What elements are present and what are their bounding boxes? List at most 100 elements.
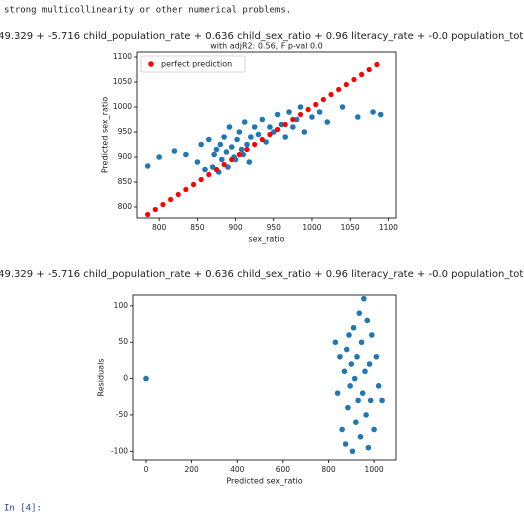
scatter-point [246, 159, 253, 165]
scatter-point [358, 339, 365, 346]
scatter-point [226, 124, 233, 130]
x-tick-label: 400 [230, 465, 245, 474]
scatter-point [363, 412, 369, 418]
scatter-point [328, 91, 334, 98]
x-axis-label: Predicted sex_ratio [226, 477, 302, 486]
scatter-point [286, 109, 292, 115]
x-tick-label: 0 [144, 465, 149, 474]
scatter-point [168, 196, 174, 203]
y-tick-label: 800 [118, 202, 133, 211]
scatter-point [305, 106, 311, 113]
scatter-point [373, 353, 380, 360]
x-tick-label: 1000 [302, 223, 321, 232]
scatter-point [324, 119, 331, 125]
scatter-point [346, 332, 352, 338]
scatter-point [365, 444, 372, 451]
scatter-point [267, 131, 273, 138]
x-tick-label: 1000 [365, 465, 384, 474]
scatter-point [361, 295, 367, 302]
scatter-point [175, 191, 181, 198]
scatter-point [248, 134, 254, 140]
scatter-point [240, 151, 246, 158]
scatter-point [374, 61, 380, 68]
scatter-point [362, 368, 368, 375]
y-tick-label: 50 [118, 337, 128, 346]
x-tick-label: 200 [184, 465, 199, 474]
scatter-point [377, 111, 384, 118]
scatter-point [263, 139, 269, 145]
scatter-point [293, 116, 300, 123]
scatter-point [290, 124, 296, 130]
scatter-point [255, 131, 262, 138]
x-tick-label: 1100 [379, 223, 398, 232]
scatter-point [366, 66, 372, 73]
y-axis-label: Predicted sex_ratio [101, 97, 110, 173]
scatter-point [367, 397, 374, 404]
y-tick-label: 1050 [113, 77, 132, 86]
scatter-point [156, 154, 162, 160]
scatter-point [143, 375, 149, 382]
scatter-point [359, 390, 366, 396]
x-tick-label: 800 [321, 465, 336, 474]
plot-area [132, 294, 397, 461]
scatter-point [351, 375, 358, 382]
scatter-point [238, 146, 245, 153]
scatter-point [259, 116, 266, 123]
legend-label: perfect prediction [161, 60, 232, 69]
scatter-point [221, 161, 227, 168]
scatter-point [341, 368, 348, 375]
scatter-point [232, 156, 239, 163]
scatter-point [343, 81, 349, 88]
scatter-point [267, 124, 273, 130]
scatter-point [251, 124, 258, 130]
scatter-point [225, 164, 231, 170]
scatter-point [221, 134, 227, 140]
scatter-point [313, 101, 319, 108]
scatter-point [213, 146, 220, 153]
scatter-point [339, 104, 346, 110]
scatter-point [274, 111, 281, 118]
x-tick-label: 850 [190, 223, 205, 232]
scatter-point [369, 332, 375, 338]
scatter-point [349, 448, 356, 455]
scatter-point [144, 163, 151, 169]
scatter-point [282, 134, 289, 140]
scatter-point [241, 119, 248, 125]
scatter-point [228, 144, 235, 150]
scatter-point [259, 136, 265, 143]
scatter-point [355, 397, 361, 404]
y-tick-label: 1100 [113, 52, 132, 61]
scatter-point [211, 151, 217, 158]
chart-title: 349.329 + -5.716 child_population_rate +… [0, 31, 524, 42]
scatter-point [202, 166, 208, 173]
scatter-point [343, 346, 350, 353]
x-tick-label: 1050 [341, 223, 360, 232]
input-prompt: In [4]: [4, 504, 42, 514]
scatter-point [357, 433, 364, 440]
scatter-point [290, 116, 296, 123]
scatter-point [371, 426, 377, 433]
scatter-point [297, 104, 304, 110]
scatter-point [309, 114, 315, 120]
scatter-point [375, 383, 382, 389]
scatter-point [379, 397, 385, 404]
scatter-point [160, 201, 166, 208]
x-tick-label: 950 [267, 223, 282, 232]
scatter-point [183, 151, 189, 158]
scatter-point [223, 149, 230, 155]
scatter-point [236, 151, 242, 158]
scatter-point [320, 96, 327, 103]
scatter-point [152, 206, 158, 213]
scatter-point [356, 310, 363, 316]
y-tick-label: 1000 [113, 102, 132, 111]
scatter-point [336, 86, 342, 93]
scatter-point [145, 211, 151, 218]
scatter-point [339, 426, 345, 433]
scatter-point [198, 176, 204, 183]
scatter-point [334, 390, 341, 396]
scatter-point [206, 171, 212, 178]
scatter-point [206, 136, 212, 143]
scatter-point [194, 159, 201, 165]
output-text: strong multicollinearity or other numeri… [4, 6, 291, 16]
